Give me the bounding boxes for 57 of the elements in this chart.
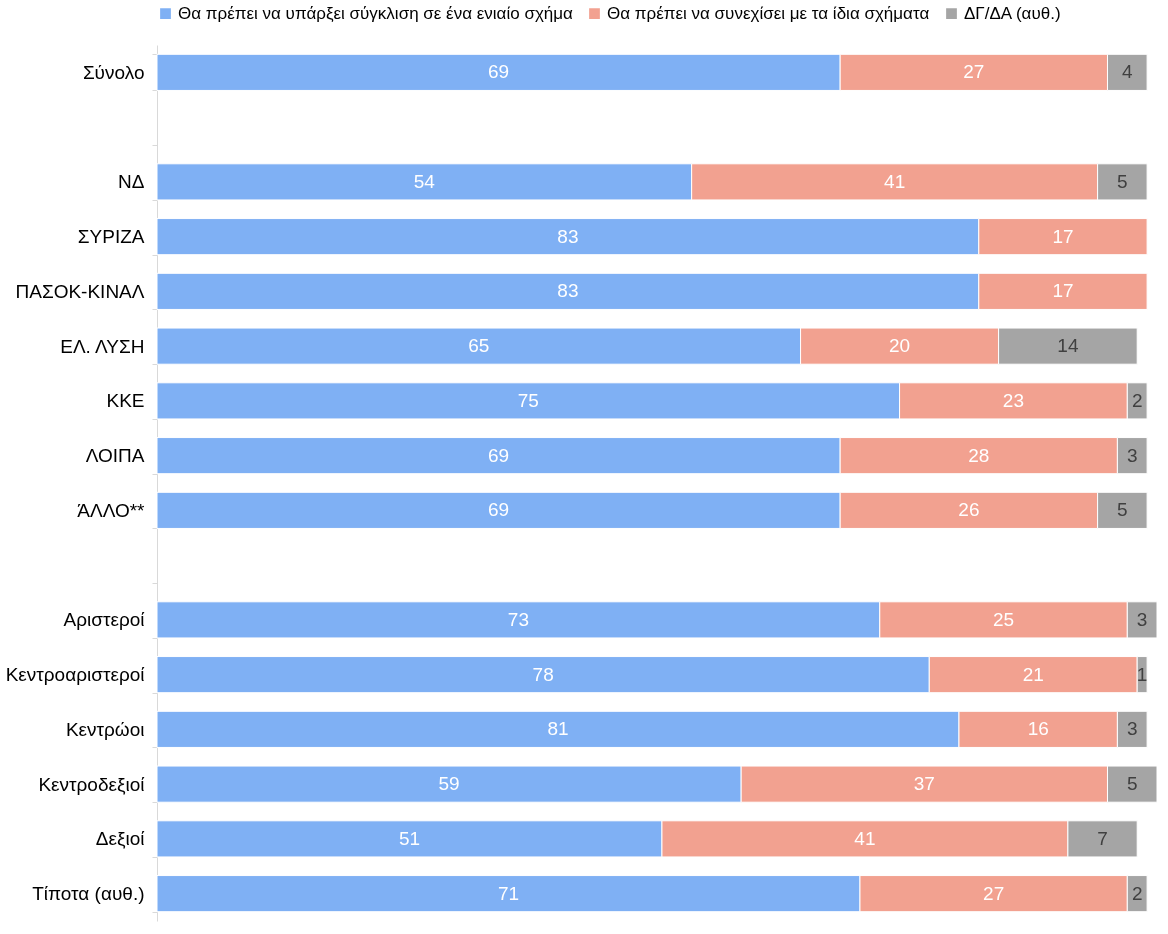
data-label: 27	[983, 882, 1005, 904]
y-tick-label: ΕΛ. ΛΥΣΗ	[60, 335, 145, 357]
data-label: 51	[398, 827, 421, 849]
data-label: 1	[1136, 663, 1148, 685]
y-tick-label: ΠΑΣΟΚ-ΚΙΝΑΛ	[15, 280, 145, 302]
y-tick-label: Δεξιοί	[95, 828, 146, 850]
data-label: 41	[884, 170, 906, 192]
data-label: 59	[438, 773, 460, 795]
data-label: 69	[488, 499, 510, 521]
data-label: 3	[1126, 444, 1138, 466]
data-label: 5	[1117, 170, 1128, 192]
y-tick-label: ΣΥΡΙΖΑ	[77, 226, 145, 248]
data-label: 78	[532, 663, 554, 685]
data-label: 75	[517, 389, 539, 411]
legend-label: Θα πρέπει να υπάρξει σύγκλιση σε ένα ενιαίο σχήμα	[178, 3, 574, 23]
data-label: 4	[1122, 61, 1134, 83]
data-label: 83	[557, 225, 579, 247]
data-label: 27	[963, 61, 985, 83]
data-label: 5	[1117, 499, 1128, 521]
data-label: 7	[1097, 827, 1108, 849]
y-tick-label: Σύνολο	[82, 61, 145, 83]
data-label: 21	[1022, 663, 1044, 685]
y-tick-label: ΛΟΙΠΑ	[85, 445, 145, 467]
data-label: 26	[958, 499, 980, 521]
data-label: 41	[854, 827, 876, 849]
data-label: 23	[1002, 389, 1025, 411]
data-label: 14	[1057, 335, 1079, 357]
data-label: 65	[468, 335, 490, 357]
data-label: 37	[913, 773, 935, 795]
data-label: 17	[1052, 225, 1074, 247]
legend-label: ΔΓ/ΔΑ (αυθ.)	[964, 3, 1061, 23]
data-label: 69	[488, 61, 510, 83]
y-tick-label: Κεντροδεξιοί	[38, 773, 146, 795]
data-label: 20	[889, 335, 911, 357]
data-label: 3	[1136, 608, 1148, 630]
data-label: 73	[507, 608, 529, 630]
data-label: 28	[968, 444, 990, 466]
data-label: 25	[992, 608, 1015, 630]
y-tick-label: Κεντρώοι	[65, 718, 145, 740]
y-tick-label: Κεντροαριστεροί	[5, 664, 146, 686]
y-tick-label: Αριστεροί	[63, 609, 146, 631]
y-tick-label: ΝΔ	[118, 171, 145, 193]
y-tick-label: ΚΚΕ	[106, 390, 145, 412]
data-label: 5	[1126, 773, 1138, 795]
data-label: 16	[1027, 718, 1049, 740]
data-label: 2	[1131, 882, 1143, 904]
data-label: 83	[557, 280, 579, 302]
legend-label: Θα πρέπει να συνεχίσει με τα ίδια σχήματα	[607, 3, 930, 23]
data-label: 17	[1052, 280, 1074, 302]
data-label: 81	[547, 718, 569, 740]
data-label: 54	[413, 170, 436, 192]
y-tick-label: ΆΛΛΟ**	[77, 499, 146, 521]
y-tick-label: Τίποτα (αυθ.)	[32, 883, 145, 905]
data-label: 3	[1126, 718, 1138, 740]
data-label: 2	[1131, 389, 1143, 411]
data-label: 71	[497, 882, 520, 904]
data-label: 69	[488, 444, 510, 466]
